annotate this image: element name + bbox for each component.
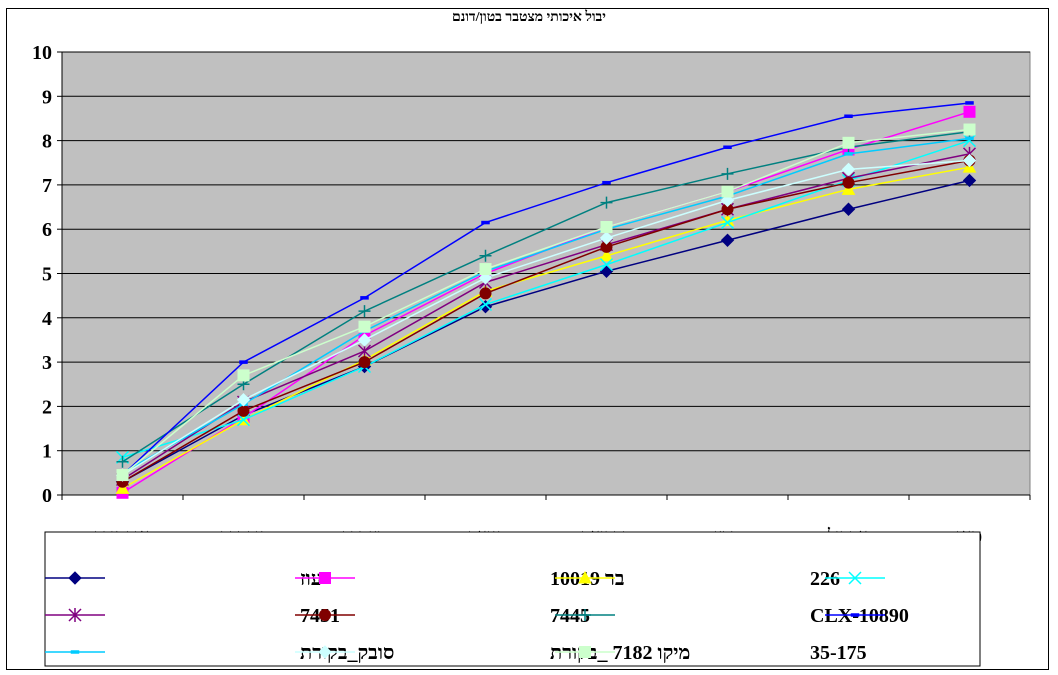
y-tick-label: 2	[42, 396, 52, 418]
data-point	[239, 360, 248, 364]
y-tick-label: 5	[42, 264, 52, 286]
data-point	[478, 297, 493, 312]
y-tick-label: 0	[42, 485, 52, 507]
data-point	[842, 176, 855, 189]
data-point	[844, 152, 853, 156]
legend-item: BSB 405	[825, 571, 885, 585]
data-point	[602, 180, 611, 185]
data-point	[68, 608, 82, 622]
data-point	[963, 105, 976, 118]
legend-label: מיקו 7182 _בקורת	[550, 642, 690, 664]
data-point	[850, 613, 860, 617]
series-line	[122, 137, 970, 474]
series-line	[122, 179, 970, 483]
legend-label: סובק_בקורת	[300, 642, 394, 664]
data-point	[962, 153, 977, 168]
legend-item: 35-175	[555, 642, 867, 664]
data-point	[116, 455, 129, 468]
data-point	[236, 413, 251, 427]
data-point	[600, 220, 613, 233]
legend-item: CLX-10890	[555, 605, 909, 627]
data-point	[116, 469, 129, 482]
data-point	[963, 123, 976, 136]
data-point	[319, 572, 331, 584]
data-point	[578, 570, 592, 584]
legend-label: 7445	[550, 605, 590, 627]
legend-label: 35-175	[810, 642, 867, 664]
data-point	[965, 101, 974, 105]
data-point	[479, 249, 492, 262]
data-point	[723, 145, 732, 149]
data-point	[599, 248, 614, 262]
y-axis: 0 1 2 3 4 5 6 7 8 9 10	[32, 42, 63, 507]
data-point	[360, 296, 369, 300]
data-point	[962, 134, 977, 148]
data-point	[358, 305, 371, 318]
data-point	[842, 136, 855, 149]
data-point	[68, 571, 82, 585]
data-point	[721, 167, 734, 180]
series-line	[122, 153, 970, 481]
legend-box	[44, 531, 981, 667]
data-point	[841, 202, 856, 216]
data-point	[599, 231, 614, 245]
data-point	[358, 356, 371, 369]
data-point	[358, 320, 371, 333]
data-point	[600, 196, 613, 209]
data-point	[579, 646, 591, 658]
data-point	[579, 609, 591, 621]
data-point	[721, 185, 734, 198]
data-point	[70, 650, 80, 654]
series-layer	[115, 101, 977, 499]
y-tick-label: 9	[42, 86, 52, 108]
series-group	[116, 123, 976, 482]
data-point	[115, 481, 130, 494]
data-point	[479, 287, 492, 300]
series-line	[121, 102, 970, 476]
y-tick-label: 6	[42, 219, 52, 241]
data-point	[720, 216, 735, 230]
data-point	[844, 114, 853, 118]
data-point	[965, 136, 974, 141]
data-point	[236, 393, 251, 407]
data-point	[481, 220, 490, 225]
y-tick-label: 3	[42, 352, 52, 374]
series-line	[122, 159, 970, 483]
legend-item: עוז	[45, 568, 322, 590]
y-tick-label: 7	[42, 175, 52, 197]
data-point	[962, 173, 977, 188]
legend-item: 7445	[295, 605, 590, 627]
legend-item: TOP 141	[825, 613, 885, 617]
y-tick-label: 8	[42, 131, 52, 153]
data-point	[319, 609, 331, 621]
chart-title: יבול איכותי מצטבר בטון/דונם	[452, 10, 606, 25]
data-point	[841, 182, 856, 195]
data-point	[318, 645, 332, 659]
data-point	[599, 258, 614, 272]
data-point	[479, 263, 492, 276]
legend-label: 226	[810, 568, 840, 590]
data-point	[357, 333, 372, 347]
y-tick-label: 1	[42, 441, 52, 463]
legend-item: 226	[555, 568, 840, 590]
data-point	[848, 571, 862, 585]
legend-label: CLX-10890	[810, 605, 909, 627]
data-point	[720, 233, 735, 247]
data-point	[237, 369, 250, 382]
series-line	[122, 128, 970, 476]
legend-label: עוז	[300, 568, 322, 590]
y-tick-label: 10	[32, 42, 52, 64]
y-tick-label: 4	[42, 308, 52, 330]
data-point	[841, 162, 856, 177]
series-line	[122, 159, 970, 476]
series-line	[122, 166, 970, 490]
